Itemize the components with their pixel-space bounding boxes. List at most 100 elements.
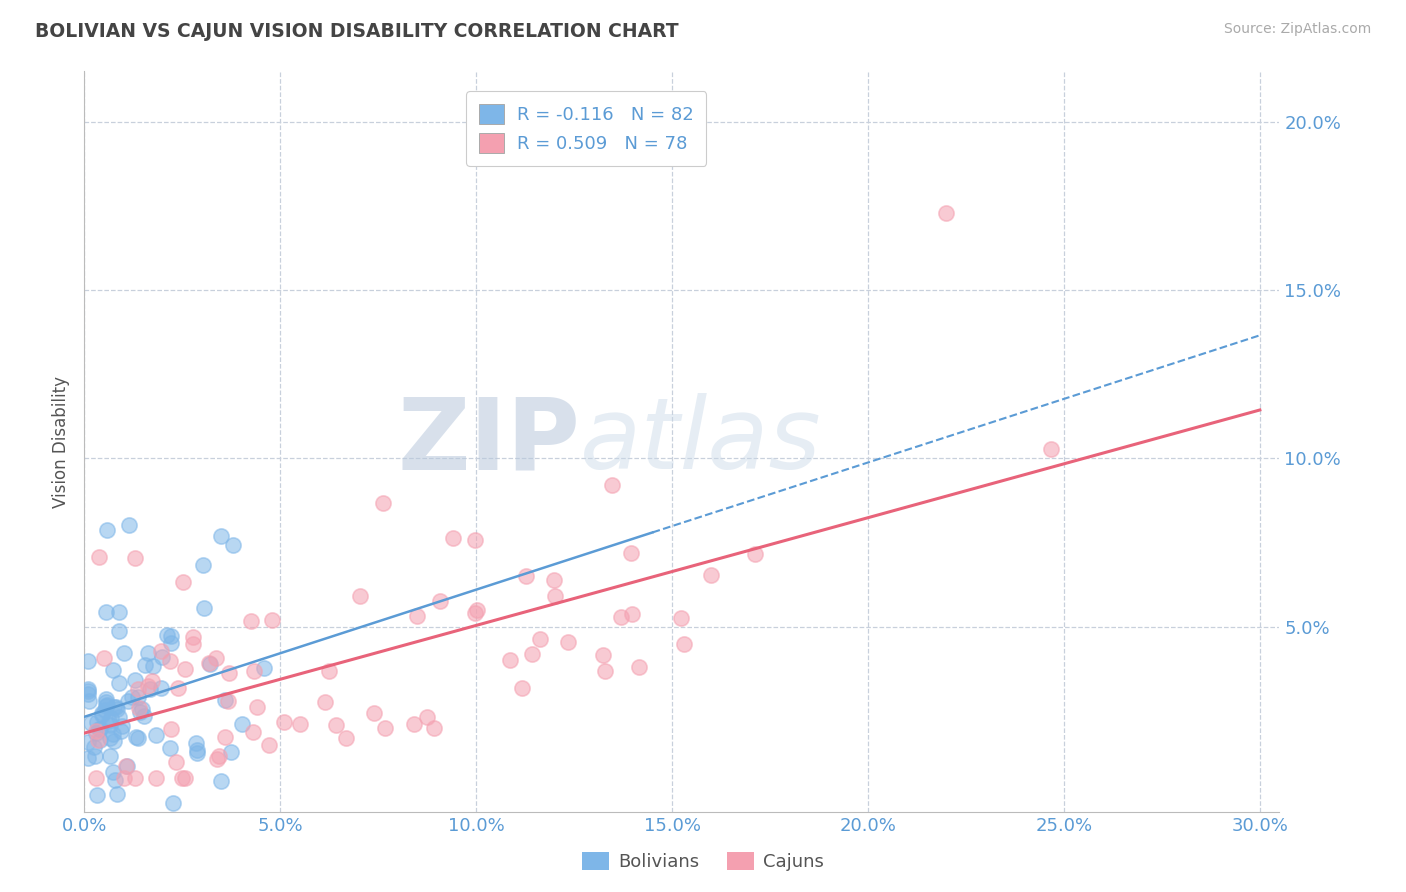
Point (464, 606, 486, 620)
Point (441, 532, 464, 546)
Point (100, 749, 122, 764)
Text: Source: ZipAtlas.com: Source: ZipAtlas.com (1223, 22, 1371, 37)
Point (181, 637, 204, 651)
Point (205, 650, 228, 665)
Point (373, 496, 395, 510)
Point (218, 665, 240, 680)
Point (149, 681, 172, 695)
Text: ZIP: ZIP (398, 393, 581, 490)
Point (543, 574, 565, 588)
Point (219, 745, 242, 759)
Point (145, 771, 167, 785)
Point (91, 708, 114, 723)
Point (159, 655, 181, 669)
Point (207, 752, 229, 766)
Point (138, 681, 160, 696)
Point (464, 533, 486, 547)
Point (129, 705, 152, 719)
Point (170, 771, 193, 785)
Point (131, 702, 153, 716)
Point (173, 771, 195, 785)
Point (935, 205, 957, 219)
Point (124, 673, 146, 688)
Point (134, 658, 156, 673)
Point (145, 728, 167, 742)
Point (402, 717, 425, 731)
Point (100, 711, 122, 725)
Point (98, 731, 121, 745)
Point (218, 694, 240, 708)
Point (627, 659, 650, 673)
Point (159, 740, 181, 755)
Point (162, 797, 184, 811)
Point (108, 605, 131, 619)
Point (84, 771, 107, 785)
Text: atlas: atlas (581, 393, 823, 490)
Point (104, 773, 127, 788)
Point (253, 661, 276, 675)
Point (124, 771, 146, 785)
Point (214, 692, 236, 706)
Point (512, 681, 534, 696)
Point (118, 517, 141, 532)
Point (108, 624, 131, 638)
Point (117, 693, 139, 707)
Legend: Bolivians, Cajuns: Bolivians, Cajuns (575, 845, 831, 879)
Point (105, 702, 128, 716)
Point (239, 614, 262, 628)
Point (167, 681, 190, 695)
Point (257, 738, 280, 752)
Point (127, 690, 149, 704)
Point (405, 609, 427, 624)
Point (159, 635, 181, 649)
Point (103, 734, 125, 748)
Point (124, 550, 146, 565)
Point (465, 603, 488, 617)
Point (112, 646, 135, 660)
Legend: R = -0.116   N = 82, R = 0.509   N = 78: R = -0.116 N = 82, R = 0.509 N = 78 (467, 92, 706, 166)
Point (592, 648, 614, 662)
Point (416, 710, 439, 724)
Point (103, 700, 125, 714)
Y-axis label: Vision Disability: Vision Disability (52, 376, 70, 508)
Point (125, 730, 148, 744)
Point (77, 687, 100, 701)
Point (94, 606, 117, 620)
Point (77, 684, 100, 698)
Point (89, 723, 111, 737)
Point (94, 692, 117, 706)
Point (105, 700, 128, 714)
Point (181, 630, 204, 644)
Point (115, 759, 138, 773)
Point (172, 575, 194, 590)
Point (159, 629, 181, 643)
Point (98, 714, 121, 728)
Point (198, 656, 221, 670)
Point (86, 789, 108, 803)
Point (529, 632, 551, 647)
Point (108, 710, 131, 724)
Point (84, 726, 107, 740)
Point (80, 716, 103, 731)
Point (744, 547, 766, 561)
Point (200, 657, 222, 672)
Point (620, 546, 643, 560)
Point (101, 663, 124, 677)
Point (77, 735, 100, 749)
Point (136, 679, 159, 693)
Point (499, 652, 522, 666)
Point (522, 647, 544, 661)
Point (90, 706, 112, 720)
Point (262, 613, 284, 627)
Point (94, 703, 117, 717)
Point (214, 730, 236, 744)
Point (160, 722, 183, 736)
Point (136, 646, 159, 660)
Point (620, 607, 643, 621)
Point (273, 714, 295, 729)
Point (105, 787, 128, 801)
Point (96, 698, 118, 712)
Point (84, 749, 107, 764)
Point (209, 529, 232, 543)
Text: BOLIVIAN VS CAJUN VISION DISABILITY CORRELATION CHART: BOLIVIAN VS CAJUN VISION DISABILITY CORR… (35, 22, 679, 41)
